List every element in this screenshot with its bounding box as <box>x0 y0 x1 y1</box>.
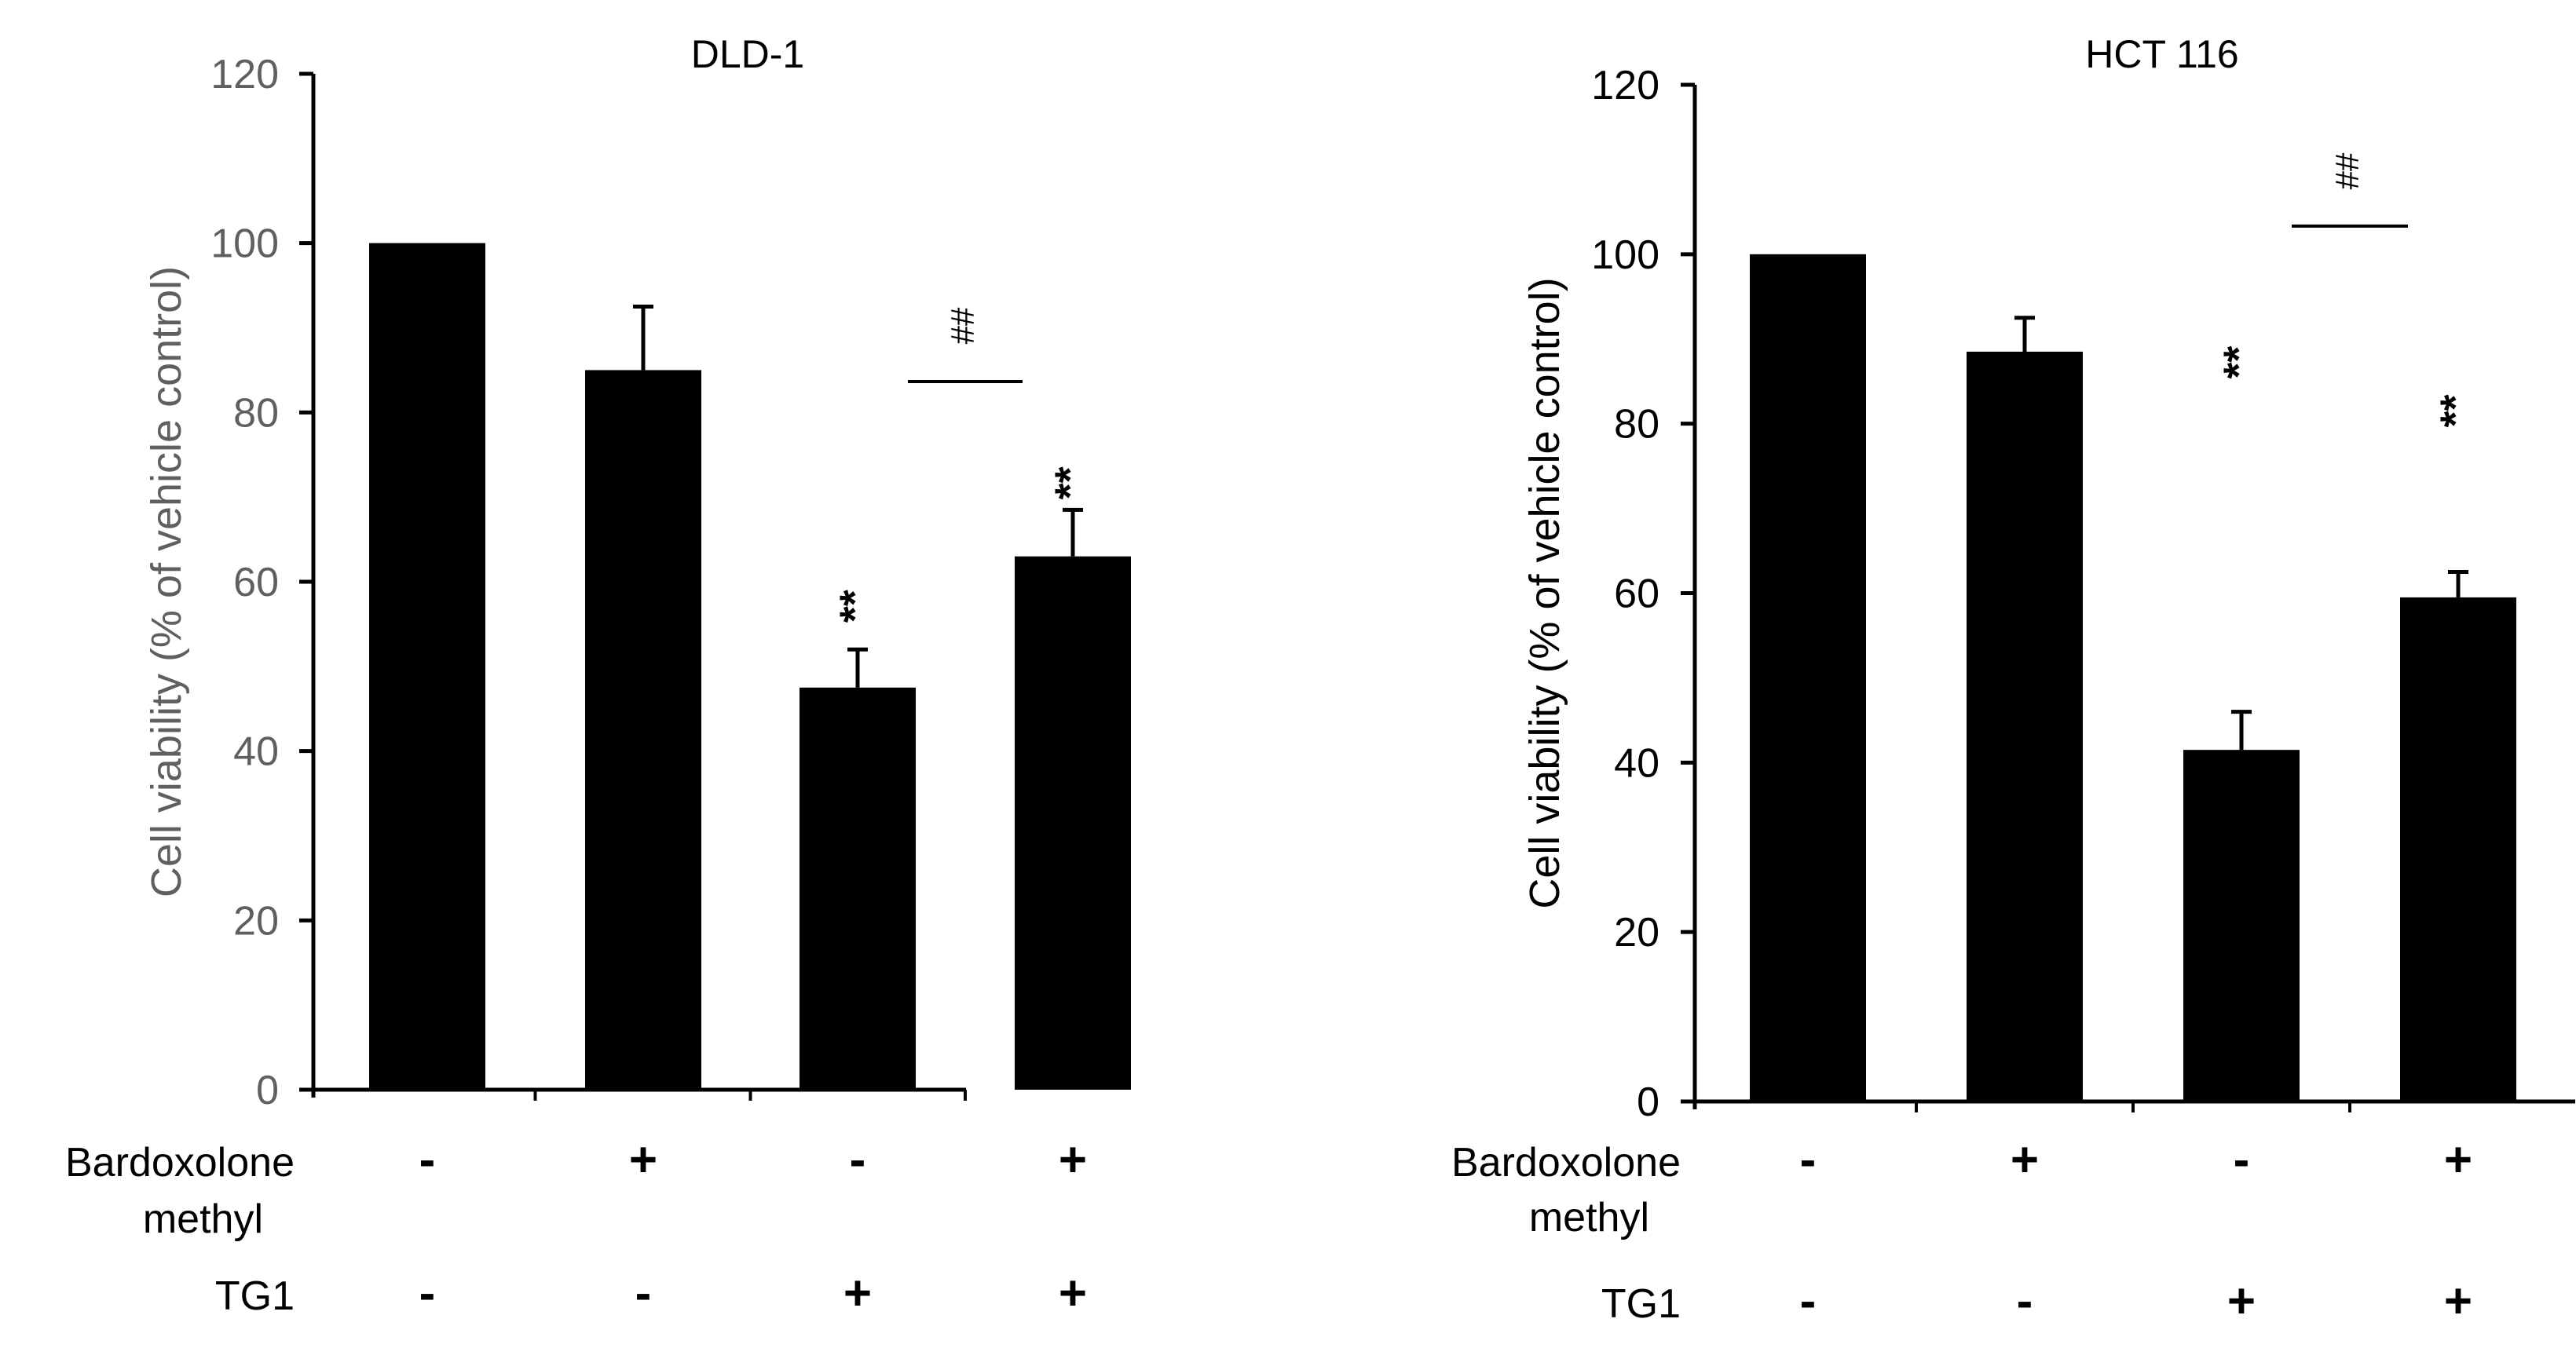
y-tick-label: 60 <box>233 560 279 605</box>
chart-title: DLD-1 <box>691 32 804 76</box>
bar <box>369 243 485 1090</box>
condition-sign: + <box>843 1266 872 1321</box>
panel-dld1: DLD-1 Cell viability (% of vehicle contro… <box>65 32 1131 1321</box>
y-tick-label: 0 <box>1637 1080 1659 1125</box>
significance-label: ** <box>2215 346 2262 379</box>
condition-label: TG1 <box>215 1273 295 1319</box>
y-tick-label: 120 <box>210 52 279 97</box>
y-tick-label: 60 <box>1614 572 1659 617</box>
condition-sign: - <box>2234 1133 2250 1187</box>
condition-sign: - <box>1800 1274 1817 1328</box>
condition-sign: + <box>1059 1266 1087 1321</box>
condition-sign: - <box>419 1266 436 1321</box>
bar <box>585 370 701 1090</box>
y-tick-label: 100 <box>1591 232 1659 278</box>
y-tick-label: 40 <box>1614 740 1659 786</box>
y-axis-label: Cell viability (% of vehicle control) <box>143 266 190 897</box>
condition-label: TG1 <box>1601 1281 1681 1327</box>
y-tick-label: 120 <box>1591 63 1659 108</box>
condition-sign: - <box>850 1133 866 1187</box>
condition-sign: + <box>2444 1274 2472 1328</box>
y-axis-label: Cell viability (% of vehicle control) <box>1521 277 1568 908</box>
condition-label: Bardoxolone <box>1451 1140 1681 1185</box>
condition-sign: - <box>1800 1133 1817 1187</box>
y-tick-label: 80 <box>1614 402 1659 448</box>
bar <box>2183 750 2300 1101</box>
condition-sign: + <box>2444 1133 2472 1187</box>
condition-sign: - <box>419 1133 436 1187</box>
significance-label: ** <box>1046 466 1093 499</box>
condition-sign: + <box>2227 1274 2256 1328</box>
y-tick-label: 80 <box>233 390 279 436</box>
y-tick-label: 20 <box>1614 910 1659 955</box>
bar <box>800 687 916 1090</box>
condition-label: methyl <box>143 1196 263 1242</box>
condition-sign: - <box>635 1266 652 1321</box>
comparison-label: ## <box>944 307 981 344</box>
bar <box>2400 597 2516 1101</box>
condition-label: methyl <box>1529 1195 1649 1240</box>
y-tick-label: 40 <box>233 729 279 775</box>
condition-sign: + <box>629 1133 657 1187</box>
y-tick-label: 0 <box>256 1068 279 1113</box>
y-tick-label: 20 <box>233 898 279 944</box>
bar <box>1967 351 2083 1101</box>
condition-sign: - <box>2017 1274 2033 1328</box>
y-tick-label: 100 <box>210 221 279 267</box>
condition-sign: + <box>2011 1133 2039 1187</box>
significance-label: ** <box>831 590 878 623</box>
chart-title: HCT 116 <box>2085 32 2238 76</box>
comparison-label: ## <box>2329 152 2366 189</box>
panel-hct116: HCT 116 Cell viability (% of vehicle cont… <box>1451 32 2575 1328</box>
significance-label: ** <box>2431 395 2479 428</box>
condition-label: Bardoxolone <box>65 1140 295 1185</box>
bar <box>1015 556 1131 1090</box>
bar <box>1750 254 1866 1101</box>
condition-sign: + <box>1059 1133 1087 1187</box>
